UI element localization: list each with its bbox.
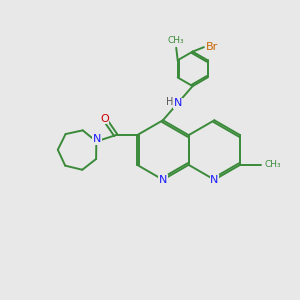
Text: H: H <box>166 97 173 107</box>
Text: N: N <box>174 98 182 108</box>
Text: N: N <box>93 134 101 144</box>
Text: O: O <box>100 114 109 124</box>
Text: N: N <box>159 175 167 185</box>
Text: CH₃: CH₃ <box>265 160 281 169</box>
Text: N: N <box>210 175 219 185</box>
Text: CH₃: CH₃ <box>168 36 184 45</box>
Text: Br: Br <box>206 42 218 52</box>
